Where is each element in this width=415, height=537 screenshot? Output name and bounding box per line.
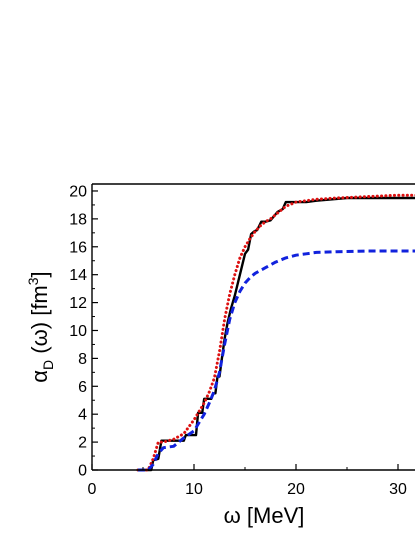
y-tick-label: 2 bbox=[78, 435, 87, 452]
y-tick-label: 16 bbox=[69, 239, 87, 256]
y-tick-label: 8 bbox=[78, 351, 87, 368]
ticks-layer: 0 2 4 6 8 10 12 14 16 18 20 0 10 20 30 bbox=[69, 183, 407, 498]
y-tick-label: 12 bbox=[69, 295, 87, 312]
series-layer bbox=[136, 193, 415, 472]
x-axis-title: ω [MeV] bbox=[224, 503, 305, 528]
series-line-3-dashed bbox=[137, 249, 415, 472]
y-axis-title-superscript: 3 bbox=[25, 277, 41, 285]
y-axis-title-end: ] bbox=[27, 271, 52, 277]
x-tick-label: 30 bbox=[389, 481, 407, 498]
y-tick-label: 18 bbox=[69, 211, 87, 228]
y-axis-title-middle: (ω) [fm bbox=[27, 285, 52, 360]
x-tick-label: 0 bbox=[88, 481, 97, 498]
y-tick-label: 0 bbox=[78, 463, 87, 480]
y-tick-label: 14 bbox=[69, 267, 87, 284]
y-tick-label: 20 bbox=[69, 183, 87, 200]
y-tick-label: 10 bbox=[69, 323, 87, 340]
y-tick-label: 4 bbox=[78, 407, 87, 424]
y-axis-title: αD (ω) [fm3] bbox=[25, 271, 56, 382]
x-tick-label: 20 bbox=[287, 481, 305, 498]
series-line-2-dotted bbox=[136, 193, 415, 472]
series-line-1-solid bbox=[137, 196, 415, 472]
y-tick-label: 6 bbox=[78, 379, 87, 396]
x-tick-label: 10 bbox=[185, 481, 203, 498]
y-axis-title-subscript: D bbox=[40, 360, 56, 370]
y-axis-title-base: α bbox=[27, 370, 52, 383]
